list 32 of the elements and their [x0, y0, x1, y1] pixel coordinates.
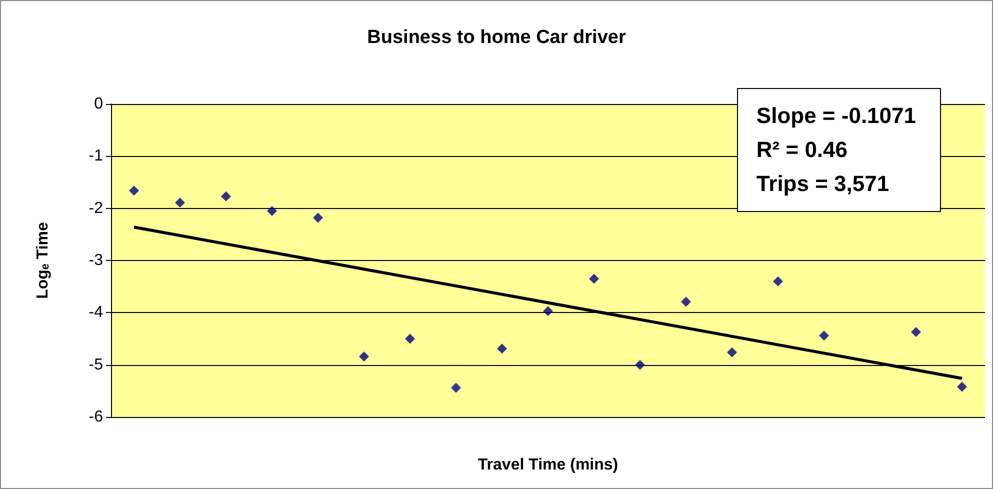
annotation: Slope = -0.1071 [756, 102, 916, 130]
point [681, 296, 691, 307]
point [359, 351, 369, 362]
point [267, 206, 277, 216]
y-tick-label: -5 [88, 356, 104, 374]
point [819, 330, 829, 341]
point [129, 186, 139, 196]
y-tick-label: -6 [88, 408, 104, 426]
y-tick-label: -4 [88, 304, 104, 322]
point [497, 344, 507, 354]
chart-title: Business to home Car driver [367, 27, 626, 48]
y-axis-title: Logₑ Time [34, 222, 52, 299]
y-tick-label: -3 [88, 252, 104, 269]
y-tick-label: 0 [94, 96, 104, 112]
point [221, 191, 231, 202]
x-axis-title: Travel Time (mins) [478, 456, 618, 474]
point [451, 382, 461, 393]
point [635, 360, 645, 370]
point [405, 334, 415, 344]
text-box: Slope = -0.1071 R² = 0.46 Trips = 3,571 [737, 88, 941, 212]
point [589, 274, 599, 284]
annotation: R² = 0.46 [756, 136, 849, 164]
point [957, 382, 967, 392]
point [773, 276, 783, 286]
point [175, 198, 185, 208]
point [543, 306, 553, 316]
point [727, 347, 737, 358]
y-tick-label: -1 [88, 148, 104, 165]
annotation: Trips = 3,571 [756, 170, 890, 198]
y-tick-label: -2 [88, 200, 104, 217]
point [313, 212, 323, 223]
point [911, 326, 921, 337]
